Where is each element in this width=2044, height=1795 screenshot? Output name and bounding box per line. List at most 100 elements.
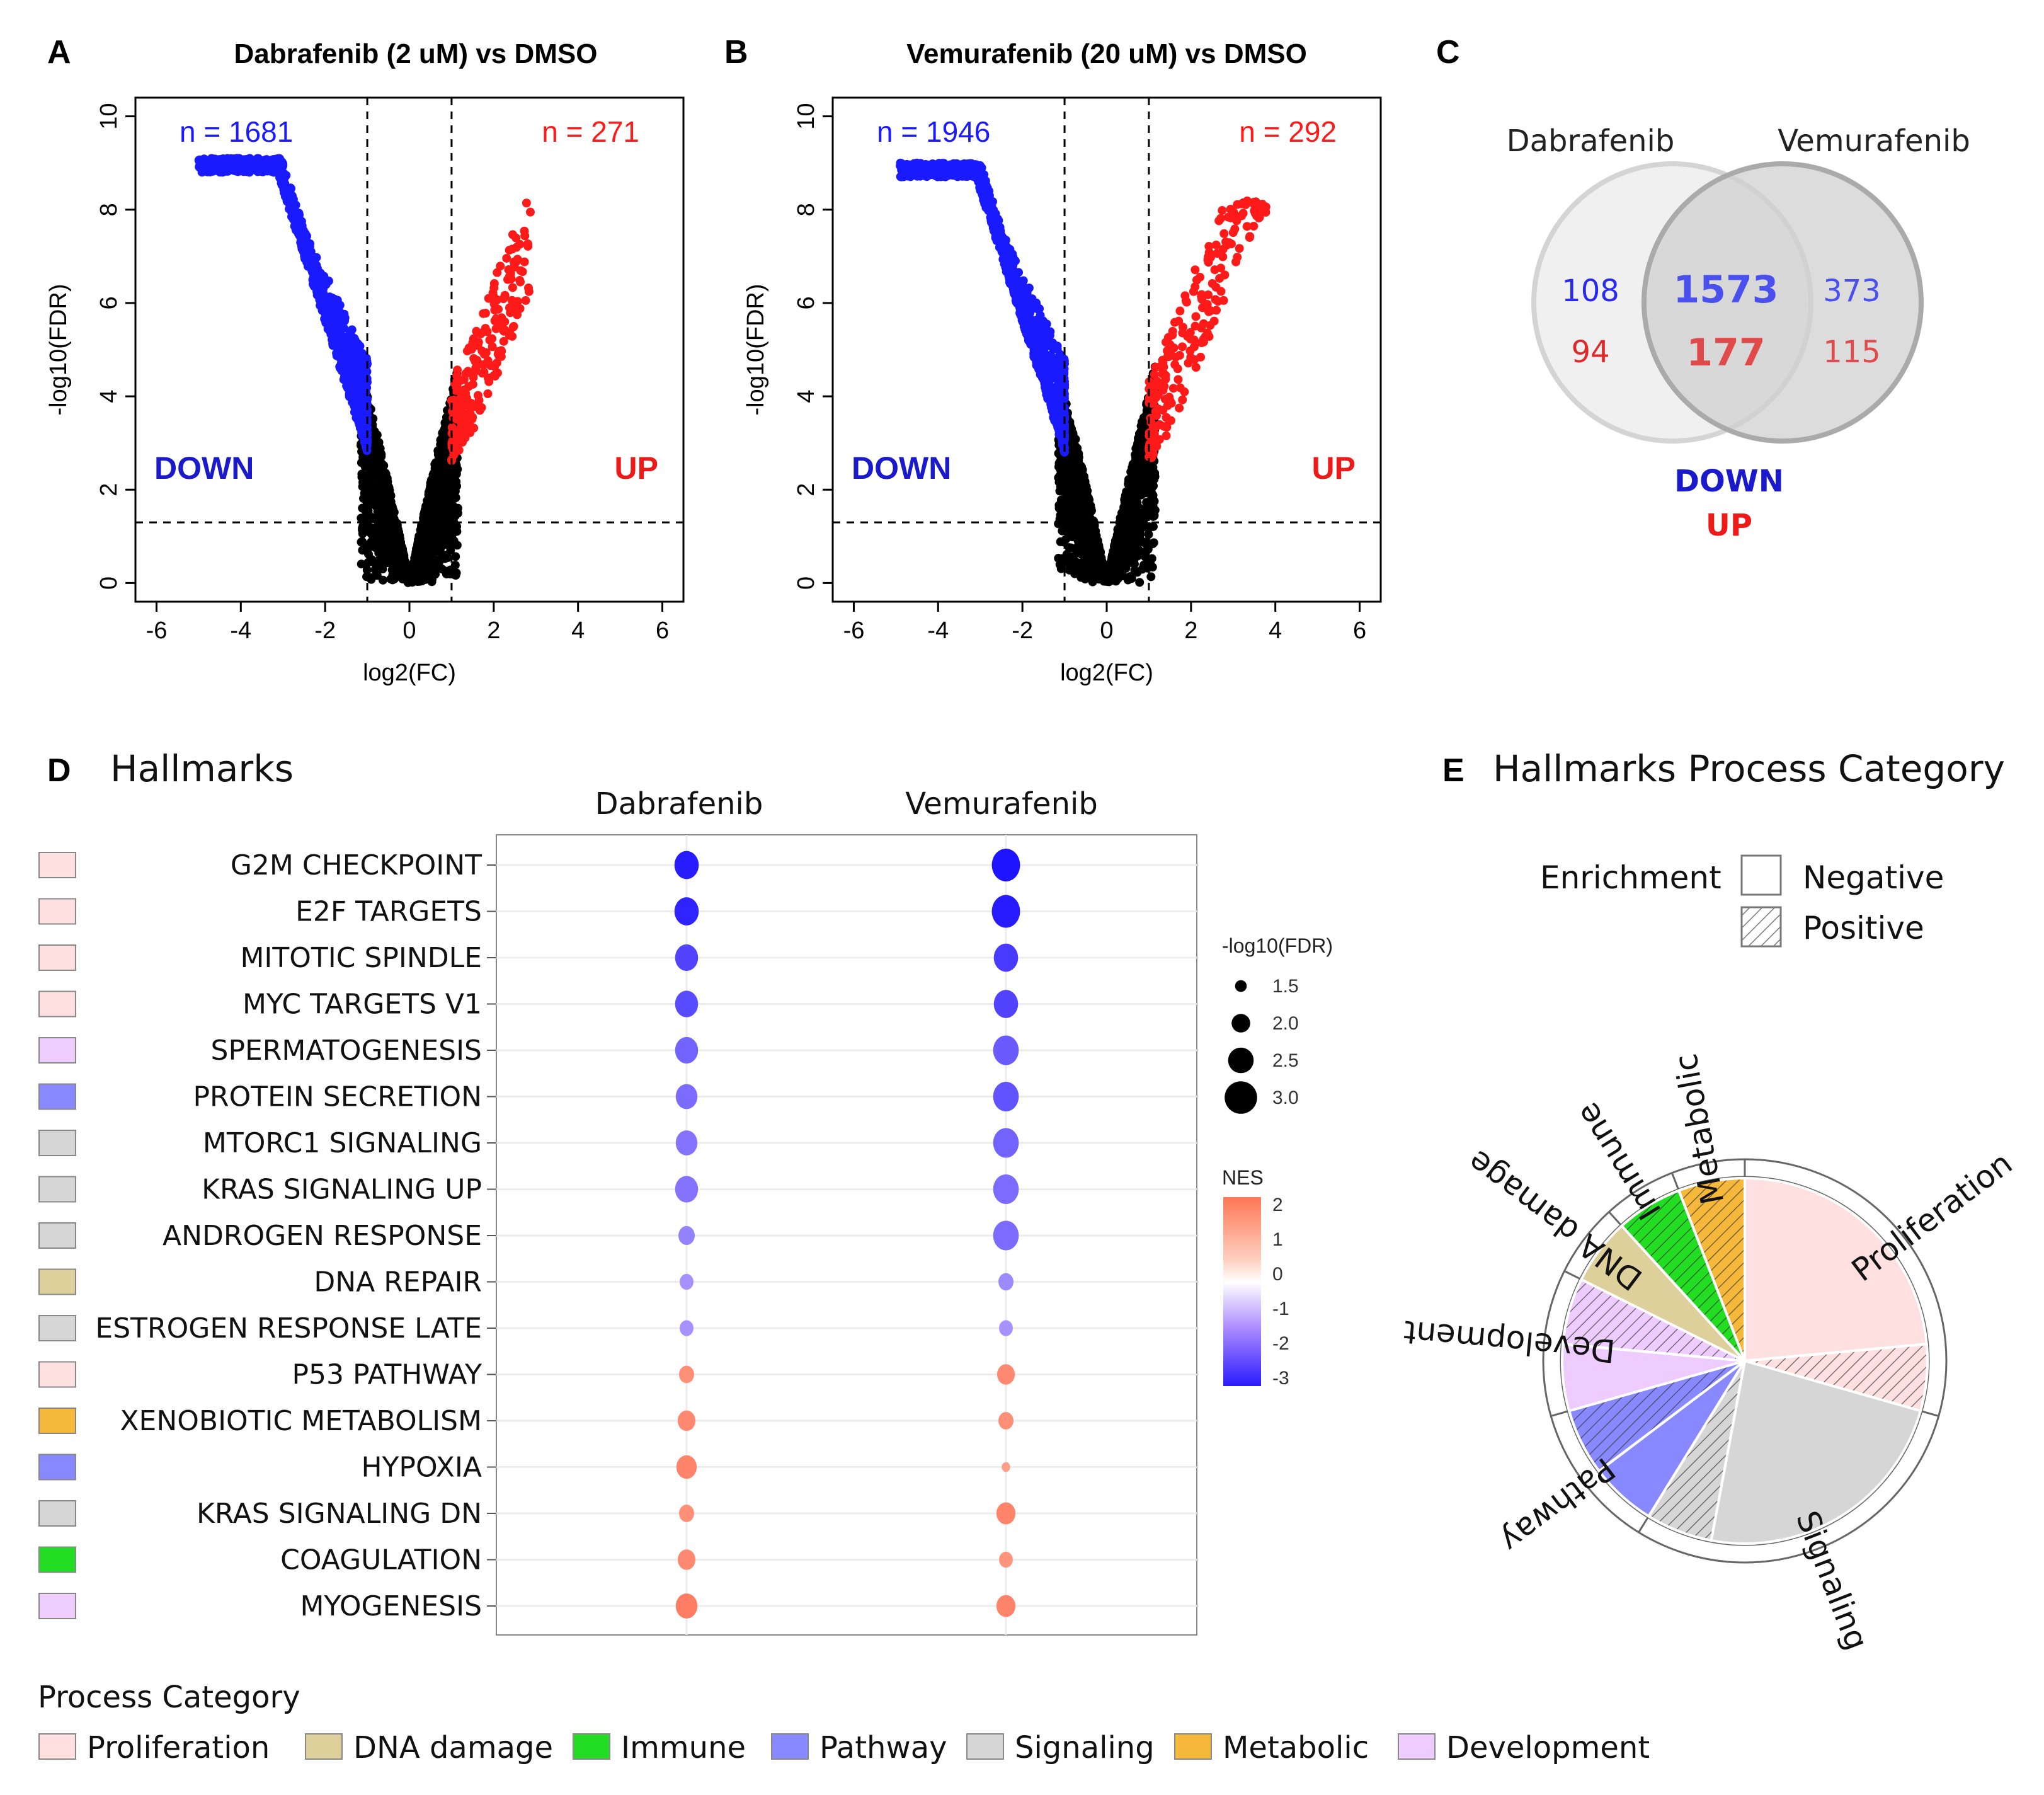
point-down [345,382,355,391]
point-ns [380,511,389,520]
point-ns [1118,553,1128,562]
point-ns [1118,571,1128,581]
point-ns [358,452,368,462]
point-ns [378,575,387,585]
point-up [476,330,486,339]
point-ns [421,564,430,573]
point-up [479,309,488,318]
point-up [462,347,472,356]
point-ns [440,434,449,444]
point-down [358,429,368,439]
point-ns [450,560,460,570]
point-ns [451,505,460,515]
x-tick-label: 2 [1184,617,1197,644]
point-up [508,323,518,332]
down-label: DOWN [154,450,254,486]
point-up [521,295,530,305]
point-up [490,371,500,381]
point-ns [1065,467,1075,476]
point-up [508,283,517,292]
point-ns [1072,558,1082,567]
point-up [457,402,467,411]
point-down [302,238,311,247]
point-ns [357,537,366,547]
point-ns [421,554,431,563]
point-down [287,191,297,200]
point-ns [1073,545,1082,554]
point-ns [1150,468,1160,478]
point-ns [419,540,428,549]
x-tick-label: -4 [230,617,251,644]
point-up [499,336,508,346]
x-tick-label: 4 [571,617,585,644]
point-ns [1054,459,1064,468]
x-tick-label: -6 [146,617,168,644]
point-down [329,336,338,346]
point-down [357,358,367,367]
y-tick-label: 2 [793,483,819,496]
point-ns [1058,499,1068,508]
point-up [493,268,502,277]
x-tick-label: -6 [843,617,865,644]
point-up [483,389,493,398]
x-tick-label: 2 [487,617,500,644]
point-ns [373,495,382,504]
point-up [489,279,499,289]
y-tick-label: 6 [96,296,122,309]
point-ns [423,500,432,510]
point-up [518,267,527,277]
point-up [474,338,483,347]
point-ns [1081,508,1090,518]
point-down [223,154,232,163]
point-ns [357,559,366,569]
point-up [520,226,529,236]
point-ns [1065,543,1074,553]
point-up [505,246,514,255]
point-down [328,327,337,336]
point-ns [1146,572,1156,582]
point-ns [364,463,374,473]
point-ns [1095,546,1104,556]
point-up [507,295,517,305]
y-tick-label: 2 [96,483,122,496]
point-ns [411,561,421,571]
point-ns [1126,479,1135,488]
point-ns [428,575,437,584]
point-ns [399,551,409,560]
point-ns [370,513,380,523]
point-ns [1077,462,1087,472]
point-ns [1068,457,1078,466]
point-down [314,282,324,291]
y-tick-label: 6 [793,296,819,309]
point-ns [438,496,448,505]
point-ns [1105,575,1114,584]
point-down [336,344,346,353]
point-ns [451,552,460,561]
point-ns [440,469,449,479]
point-down [340,313,350,323]
point-ns [1150,505,1160,515]
point-ns [1076,491,1086,500]
point-ns [372,452,381,461]
point-ns [1065,510,1075,519]
point-ns [1137,484,1146,493]
panel-b: B Vemurafenib (20 uM) vs DMSO -6 -4 -2 0 2 4 6… [724,34,1382,686]
point-ns [419,532,428,542]
point-down [328,317,338,326]
panel-b-letter: B [724,34,748,71]
up-label: UP [615,450,658,486]
point-up [485,335,494,345]
point-ns [377,531,386,541]
point-down [336,321,346,331]
point-ns [1061,535,1070,544]
point-ns [452,541,462,550]
point-ns [1128,556,1137,566]
point-down [238,155,248,164]
point-up [493,295,502,304]
point-ns [357,513,366,523]
x-tick-label: -4 [927,617,949,644]
y-tick-label: 8 [96,203,122,216]
point-ns [413,551,423,561]
